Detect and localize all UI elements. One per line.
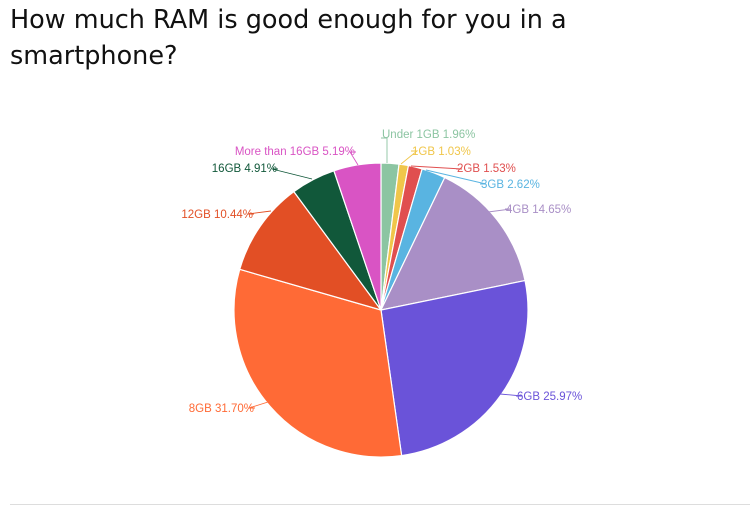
pie-slice-8gb bbox=[233, 268, 403, 458]
pie-slice-more-than-16gb bbox=[333, 162, 382, 311]
leader-lines bbox=[247, 137, 523, 409]
leader-line bbox=[400, 150, 419, 165]
pie-slice-6gb bbox=[380, 279, 529, 457]
slice-label: More than 16GB 5.19% bbox=[235, 146, 355, 158]
leader-line bbox=[410, 165, 463, 170]
chart-title: How much RAM is good enough for you in a… bbox=[10, 5, 567, 71]
pie-slices bbox=[233, 162, 529, 458]
slice-label: 16GB 4.91% bbox=[212, 163, 277, 175]
slice-label: 8GB 31.70% bbox=[189, 403, 254, 415]
bottom-divider bbox=[10, 504, 750, 505]
slice-label: 3GB 2.62% bbox=[481, 179, 540, 191]
leader-line bbox=[271, 168, 313, 180]
pie-slice-12gb bbox=[239, 191, 382, 311]
leader-line bbox=[247, 210, 272, 215]
leader-line bbox=[381, 137, 388, 163]
leader-line bbox=[425, 169, 487, 185]
slice-label: 4GB 14.65% bbox=[506, 204, 571, 216]
leader-line bbox=[248, 401, 269, 409]
slice-label: 6GB 25.97% bbox=[517, 391, 582, 403]
leader-line bbox=[349, 151, 359, 166]
slice-labels: Under 1GB 1.96% 1GB 1.03% 2GB 1.53% 3GB 2.6… bbox=[181, 129, 582, 415]
slice-label: 12GB 10.44% bbox=[181, 209, 253, 221]
leader-line bbox=[487, 208, 512, 213]
slice-label: 2GB 1.53% bbox=[457, 163, 516, 175]
slice-label: Under 1GB 1.96% bbox=[382, 129, 475, 141]
pie-slice-4gb bbox=[380, 176, 526, 311]
leader-line bbox=[499, 393, 523, 397]
slice-label: 1GB 1.03% bbox=[412, 146, 471, 158]
